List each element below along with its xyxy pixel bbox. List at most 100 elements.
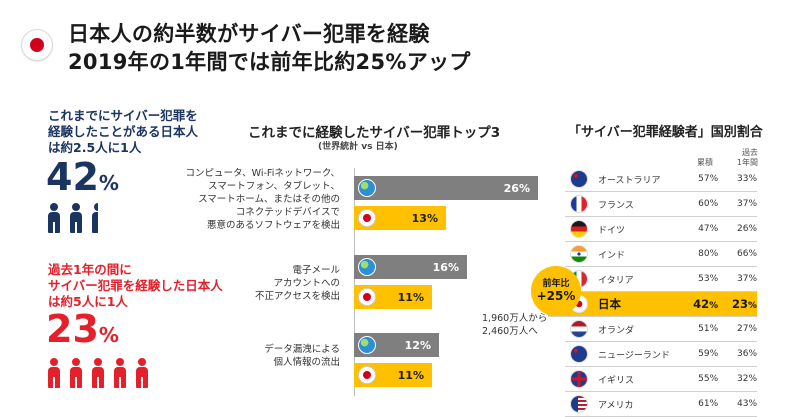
country-name: ドイツ <box>598 225 626 236</box>
person-icon <box>114 358 126 388</box>
page-title-line1: 日本人の約半数がサイバー犯罪を経験 <box>68 22 430 46</box>
table-title: 「サイバー犯罪経験者」国別割合 <box>568 125 763 140</box>
yoy-badge-line2: +25% <box>536 289 576 303</box>
past-year-number: 43% <box>737 399 758 409</box>
stat1-label-line: 経験したことがある日本人 <box>48 124 199 139</box>
person-icon <box>48 203 60 233</box>
globe-icon <box>358 258 376 276</box>
table-row-highlighted: 日本 42% 23% <box>548 292 757 317</box>
table-row: アメリカ 61% 43% <box>565 392 757 417</box>
growth-note-line: 2,460万人へ <box>482 326 538 337</box>
table-row: インド 80% 66% <box>565 242 757 267</box>
table-row: フランス 60% 37% <box>565 192 757 217</box>
japan-flag-icon <box>22 30 52 60</box>
bar-value-label: 12% <box>404 338 431 352</box>
past-year-value: 37% <box>718 199 757 209</box>
cumulative-number: 80% <box>698 249 719 259</box>
cumulative-value: 55% <box>681 374 718 384</box>
stat2-label-line: は約5人に1人 <box>48 294 128 309</box>
past-year-value: 66% <box>718 249 757 259</box>
past-year-number: 37% <box>737 274 758 284</box>
category-label-line: アカウントへの <box>273 278 340 289</box>
category-label: 電子メール アカウントへの 不正アクセスを検出 <box>180 264 340 303</box>
column-header-line: 1年間 <box>736 158 758 167</box>
country-name: インド <box>598 250 626 261</box>
column-header-past-year: 過去 1年間 <box>728 148 758 168</box>
past-year-number: 23 <box>731 297 748 311</box>
country-name: オーストラリア <box>598 175 661 186</box>
past-year-number: 36% <box>737 349 758 359</box>
japan-flag-icon <box>358 366 376 384</box>
stat1-label-line: は約2.5人に1人 <box>48 140 142 155</box>
person-icon <box>136 358 148 388</box>
bar-value-label: 16% <box>432 260 459 274</box>
person-icon <box>48 358 60 388</box>
past-year-number: 32% <box>737 374 758 384</box>
past-year-value: 26% <box>718 224 757 234</box>
country-name: 日本 <box>598 297 621 311</box>
person-icon <box>92 358 104 388</box>
chart-title: これまでに経験したサイバー犯罪トップ3 <box>248 125 501 141</box>
stat2-value: 23% <box>46 310 119 354</box>
cumulative-value: 42% <box>681 297 718 311</box>
past-year-value: 23% <box>718 297 757 311</box>
category-label: コンピュータ、Wi-Fiネットワーク、 スマートフォン、タブレット、 スマートホ… <box>180 167 340 232</box>
stat1-value: 42% <box>46 158 119 202</box>
cumulative-number: 53% <box>698 274 719 284</box>
bar-value-label: 26% <box>503 181 530 195</box>
yoy-badge-line1: 前年比 <box>542 279 570 289</box>
uk-flag-icon <box>570 370 588 388</box>
cumulative-number: 55% <box>698 374 719 384</box>
bar-value-label: 13% <box>411 211 438 225</box>
column-header-cumulative: 累積 <box>697 158 713 167</box>
growth-note: 1,960万人から 2,460万人へ <box>482 312 547 338</box>
country-name: フランス <box>598 200 634 211</box>
category-label-line: コンピュータ、Wi-Fiネットワーク、 <box>185 168 340 179</box>
cumulative-value: 57% <box>681 174 718 184</box>
chart-subtitle: (世界統計 vs 日本) <box>318 142 398 152</box>
table-row: イギリス 55% 32% <box>565 367 757 392</box>
person-icon <box>70 358 82 388</box>
france-flag-icon <box>570 195 588 213</box>
cumulative-number: 51% <box>698 324 719 334</box>
bar-value-label: 11% <box>397 368 424 382</box>
cumulative-value: 47% <box>681 224 718 234</box>
stat1-label: これまでにサイバー犯罪を 経験したことがある日本人 は約2.5人に1人 <box>48 108 198 156</box>
past-year-value: 36% <box>718 349 757 359</box>
japan-flag-icon <box>358 288 376 306</box>
japan-flag-icon <box>358 209 376 227</box>
past-year-number: 33% <box>737 174 758 184</box>
category-label-line: 電子メール <box>292 265 340 276</box>
country-name: オランダ <box>598 325 635 336</box>
table-row: オランダ 51% 27% <box>565 317 757 342</box>
unit: % <box>709 301 719 311</box>
cumulative-value: 61% <box>681 399 718 409</box>
past-year-value: 33% <box>718 174 757 184</box>
cumulative-number: 57% <box>698 174 719 184</box>
stat2-number: 23 <box>46 307 99 351</box>
page-title-line2: 2019年の1年間では前年比約25%アップ <box>68 50 471 74</box>
category-label-line: コネクテッドデバイスで <box>235 207 340 218</box>
stat2-label-line: サイバー犯罪を経験した日本人 <box>48 278 223 293</box>
cumulative-number: 61% <box>698 399 719 409</box>
category-label-line: スマートフォン、タブレット、 <box>208 181 340 192</box>
country-name: ニュージーランド <box>598 350 670 361</box>
country-name: イギリス <box>598 375 635 386</box>
cumulative-number: 42 <box>693 297 710 311</box>
person-icon <box>70 203 82 233</box>
stat1-unit: % <box>98 171 119 195</box>
past-year-number: 37% <box>737 199 758 209</box>
cumulative-number: 60% <box>698 199 719 209</box>
column-header-line: 過去 <box>742 148 758 157</box>
cumulative-value: 59% <box>681 349 718 359</box>
table-row: ニュージーランド 59% 36% <box>565 342 757 367</box>
stat1-number: 42 <box>46 155 99 199</box>
table-row: オーストラリア 57% 33% <box>565 167 757 192</box>
india-flag-icon <box>570 245 588 263</box>
past-year-value: 27% <box>718 324 757 334</box>
stat2-label: 過去1年の間に サイバー犯罪を経験した日本人 は約5人に1人 <box>48 262 223 310</box>
cumulative-value: 53% <box>681 274 718 284</box>
australia-flag-icon <box>570 170 588 188</box>
cumulative-number: 47% <box>698 224 719 234</box>
table-row: ドイツ 47% 26% <box>565 217 757 242</box>
